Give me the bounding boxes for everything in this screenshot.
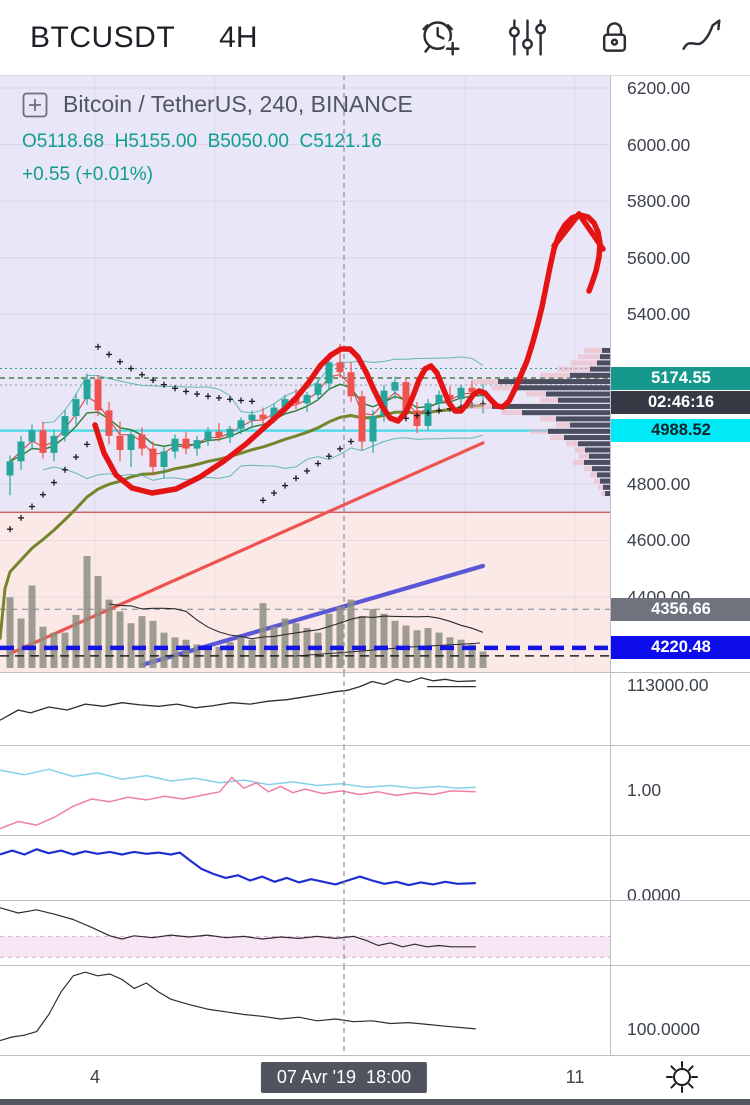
main-chart[interactable]: Bitcoin / TetherUS, 240, BINANCE O5118.6…	[0, 75, 610, 672]
price-tick-label: 6200.00	[627, 78, 691, 98]
add-compare-icon[interactable]	[22, 92, 48, 118]
header-toolbar: BTCUSDT 4H	[0, 0, 750, 76]
interval-selector[interactable]: 4H	[219, 20, 258, 54]
pane-separator[interactable]	[0, 965, 750, 966]
pane-separator[interactable]	[0, 900, 750, 901]
price-badge: 4220.48	[611, 636, 750, 660]
price-tick-label: 6000.00	[627, 134, 691, 155]
time-axis[interactable]: 07 Avr '19 18:00 4 11	[0, 1055, 750, 1099]
indicators-icon[interactable]	[505, 15, 550, 60]
price-badge: 5174.55	[611, 366, 750, 390]
time-tick-label: 4	[89, 1067, 101, 1087]
theme-sun-icon[interactable]	[662, 1057, 702, 1097]
indicator-pane[interactable]	[0, 965, 610, 1055]
price-tick-label: 5600.00	[627, 247, 691, 268]
price-tick-label: 5800.00	[627, 191, 691, 212]
pane-separator[interactable]	[0, 672, 750, 673]
price-scale[interactable]: 6200.00 6000.00 5800.00 5600.00 5400.00 4800.…	[610, 75, 750, 1055]
alarm-add-icon[interactable]	[418, 15, 463, 60]
price-tick-label: 5400.00	[627, 304, 691, 325]
indicator-pane[interactable]	[0, 745, 610, 835]
crosshair-date-badge: 07 Avr '19 18:00	[260, 1062, 428, 1093]
price-badge: 4356.66	[611, 597, 750, 621]
chart-legend: Bitcoin / TetherUS, 240, BINANCE O5118.6…	[22, 91, 413, 186]
symbol-title[interactable]: BTCUSDT	[30, 20, 176, 54]
time-tick-label: 11	[565, 1067, 585, 1087]
price-tick-label: 4800.00	[627, 473, 691, 494]
ohlc-readout: O5118.68 H5155.00 B5050.00 C5121.16	[22, 131, 382, 152]
price-badge: 4988.52	[611, 419, 750, 443]
indicator-pane[interactable]	[0, 835, 610, 900]
candlestick-chart[interactable]	[0, 75, 610, 672]
bottom-bar	[0, 1098, 750, 1105]
price-tick-label: 0.0000	[627, 885, 681, 906]
indicator-pane[interactable]	[0, 900, 610, 965]
price-tick-label: 4600.00	[627, 530, 691, 551]
lock-icon[interactable]	[592, 15, 637, 60]
price-tick-label: 113000.00	[627, 675, 709, 696]
price-badge: 02:46:16	[611, 390, 750, 414]
price-tick-label: 100.0000	[627, 1018, 700, 1039]
price-tick-label: 1.00	[627, 780, 662, 800]
header-icons	[418, 15, 724, 60]
pane-separator[interactable]	[0, 835, 750, 836]
indicator-pane[interactable]	[0, 672, 610, 745]
draw-icon[interactable]	[679, 15, 724, 60]
pane-separator[interactable]	[0, 745, 750, 746]
chart-title: Bitcoin / TetherUS, 240, BINANCE	[63, 91, 413, 117]
change-readout: +0.55 (+0.01%)	[22, 164, 153, 185]
